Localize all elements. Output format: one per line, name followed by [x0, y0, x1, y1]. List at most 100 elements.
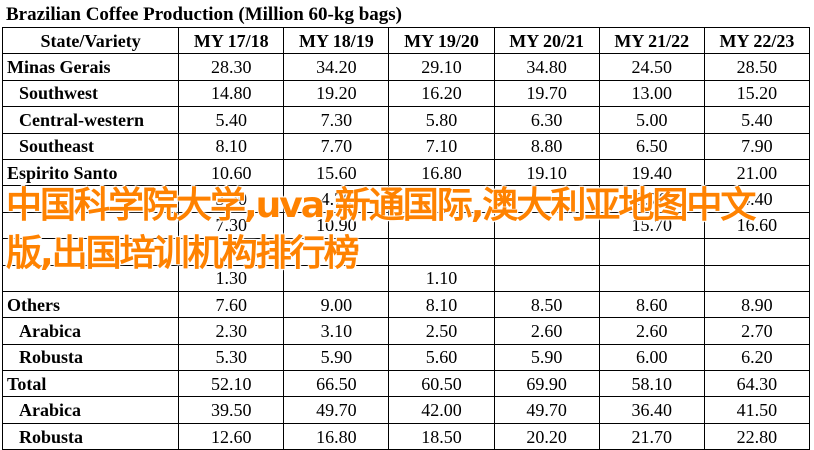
table-cell: 7.70	[283, 132, 390, 160]
table-cell: 7.30	[283, 106, 390, 134]
header-my-22-23: MY 22/23	[703, 26, 811, 55]
table-cell: 6.30	[493, 106, 600, 134]
table-cell: 49.70	[493, 396, 600, 424]
table-cell: 13.00	[598, 79, 705, 108]
table-row: Central-western 5.40 7.30 5.80 6.30 5.00 5.40	[1, 106, 811, 134]
row-label: Southwest	[1, 79, 180, 108]
header-my-19-20: MY 19/20	[388, 26, 495, 55]
table-cell: 12.60	[178, 422, 285, 450]
table-cell: 16.80	[283, 422, 390, 450]
table-row: Arabica 39.50 49.70 42.00 49.70 36.40 41.50	[1, 396, 811, 424]
table-cell: 7.60	[178, 290, 285, 319]
row-label: Others	[1, 290, 180, 319]
table-cell: 41.50	[703, 396, 811, 424]
coffee-production-table: State/Variety MY 17/18 MY 18/19 MY 19/20…	[1, 26, 811, 450]
table-row: Arabica 2.30 3.10 2.50 2.60 2.60 2.70	[1, 317, 811, 345]
table-row: Minas Gerais 28.30 34.20 29.10 34.80 24.50 28.…	[1, 53, 811, 81]
table-cell: 8.60	[598, 290, 705, 319]
table-cell: 16.20	[388, 79, 495, 108]
table-cell	[703, 264, 811, 292]
table-cell: 21.70	[598, 422, 705, 450]
table-cell: 15.60	[283, 158, 390, 187]
watermark-overlay-text: 中国科学院大学,uva,新通国际,澳大利亚地图中文版,出国培训机构排行榜	[6, 185, 756, 274]
row-label: Southeast	[1, 132, 180, 160]
table-cell: 42.00	[388, 396, 495, 424]
table-cell: 2.30	[178, 317, 285, 345]
table-cell: 39.50	[178, 396, 285, 424]
table-cell: 5.00	[598, 106, 705, 134]
table-cell: 5.80	[388, 106, 495, 134]
table-cell: 52.10	[178, 370, 285, 398]
table-cell: 6.00	[598, 343, 705, 372]
table-cell: 8.10	[178, 132, 285, 160]
table-row: Total 52.10 66.50 60.50 69.90 58.10 64.30	[1, 370, 811, 398]
table-cell: 58.10	[598, 370, 705, 398]
table-cell: 2.60	[598, 317, 705, 345]
table-cell: 22.80	[703, 422, 811, 450]
header-my-17-18: MY 17/18	[178, 26, 285, 55]
table-cell: 4.40	[703, 185, 811, 213]
row-label: Robusta	[1, 343, 180, 372]
table-cell: 5.90	[493, 343, 600, 372]
table-cell: 10.90	[283, 211, 390, 240]
table-cell: 8.10	[388, 290, 495, 319]
table-cell: 5.90	[283, 343, 390, 372]
table-cell: 19.10	[493, 158, 600, 187]
header-my-18-19: MY 18/19	[283, 26, 390, 55]
row-label: Espirito Santo	[1, 158, 180, 187]
row-label: Arabica	[1, 317, 180, 345]
table-cell: 7.10	[388, 132, 495, 160]
table-cell: 20.20	[493, 422, 600, 450]
table-cell: 6.50	[598, 132, 705, 160]
table-cell: 7.30	[178, 211, 285, 240]
table-row: Southwest 14.80 19.20 16.20 19.70 13.00 15.20	[1, 79, 811, 108]
table-cell: 5.40	[178, 106, 285, 134]
table-cell: 9.00	[283, 290, 390, 319]
table-row: Espirito Santo 10.60 15.60 16.80 19.10 19.40 2…	[1, 158, 811, 187]
table-row: 3.30 4.70 3.70 4.40	[1, 185, 811, 213]
table-row: Southeast 8.10 7.70 7.10 8.80 6.50 7.90	[1, 132, 811, 160]
table-cell: 6.20	[703, 343, 811, 372]
row-label: Robusta	[1, 422, 180, 450]
table-cell	[598, 238, 705, 266]
table-cell: 16.80	[388, 158, 495, 187]
row-label: Minas Gerais	[1, 53, 180, 81]
table-cell: 15.70	[598, 211, 705, 240]
table-cell: 69.90	[493, 370, 600, 398]
table-cell	[493, 238, 600, 266]
table-cell	[388, 238, 495, 266]
table-row: 1.30 1.10	[1, 264, 811, 292]
table-row: Robusta 12.60 16.80 18.50 20.20 21.70 22.80	[1, 422, 811, 450]
table-cell: 16.60	[703, 211, 811, 240]
table-cell: 8.50	[493, 290, 600, 319]
table-cell: 8.80	[493, 132, 600, 160]
header-my-21-22: MY 21/22	[598, 26, 705, 55]
table-cell: 5.60	[388, 343, 495, 372]
table-cell: 29.10	[388, 53, 495, 81]
table-cell: 49.70	[283, 396, 390, 424]
row-label	[1, 185, 180, 213]
header-my-20-21: MY 20/21	[493, 26, 600, 55]
table-cell	[388, 211, 495, 240]
table-cell: 7.90	[703, 132, 811, 160]
table-header-row: State/Variety MY 17/18 MY 18/19 MY 19/20…	[1, 26, 811, 55]
table-cell: 36.40	[598, 396, 705, 424]
table-cell: 34.20	[283, 53, 390, 81]
table-cell: 64.30	[703, 370, 811, 398]
header-state-variety: State/Variety	[1, 26, 180, 55]
table-cell: 2.50	[388, 317, 495, 345]
row-label: Arabica	[1, 396, 180, 424]
table-cell: 24.50	[598, 53, 705, 81]
table-cell: 18.50	[388, 422, 495, 450]
table-cell: 5.30	[178, 343, 285, 372]
table-cell: 34.80	[493, 53, 600, 81]
table-row: Robusta 5.30 5.90 5.60 5.90 6.00 6.20	[1, 343, 811, 372]
table-cell: 66.50	[283, 370, 390, 398]
table-cell: 60.50	[388, 370, 495, 398]
row-label: Total	[1, 370, 180, 398]
table-cell: 19.70	[493, 79, 600, 108]
table-cell: 5.40	[703, 106, 811, 134]
table-cell: 15.20	[703, 79, 811, 108]
table-cell: 14.80	[178, 79, 285, 108]
table-cell: 3.10	[283, 317, 390, 345]
